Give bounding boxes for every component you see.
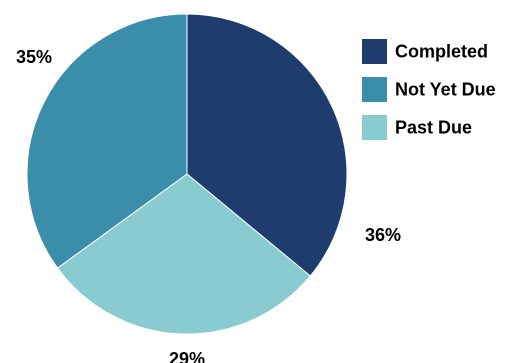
pie-slice-completed (186, 13, 348, 277)
chart-legend: Completed Not Yet Due Past Due (362, 39, 496, 140)
value-label-not-yet-due: 35% (16, 47, 52, 67)
legend-swatch-completed (362, 39, 387, 64)
pie-slice-not-yet-due (26, 13, 188, 269)
legend-swatch-past-due (362, 115, 387, 140)
legend-label-not-yet-due: Not Yet Due (395, 79, 496, 99)
pie-slices (26, 13, 348, 335)
legend-swatch-not-yet-due (362, 77, 387, 102)
pie-value-labels: 36% 29% 35% (16, 47, 401, 363)
legend-label-completed: Completed (395, 41, 488, 61)
legend-label-past-due: Past Due (395, 117, 472, 137)
value-label-past-due: 29% (169, 349, 205, 363)
value-label-completed: 36% (365, 225, 401, 245)
pie-slice-past-due (56, 173, 311, 335)
